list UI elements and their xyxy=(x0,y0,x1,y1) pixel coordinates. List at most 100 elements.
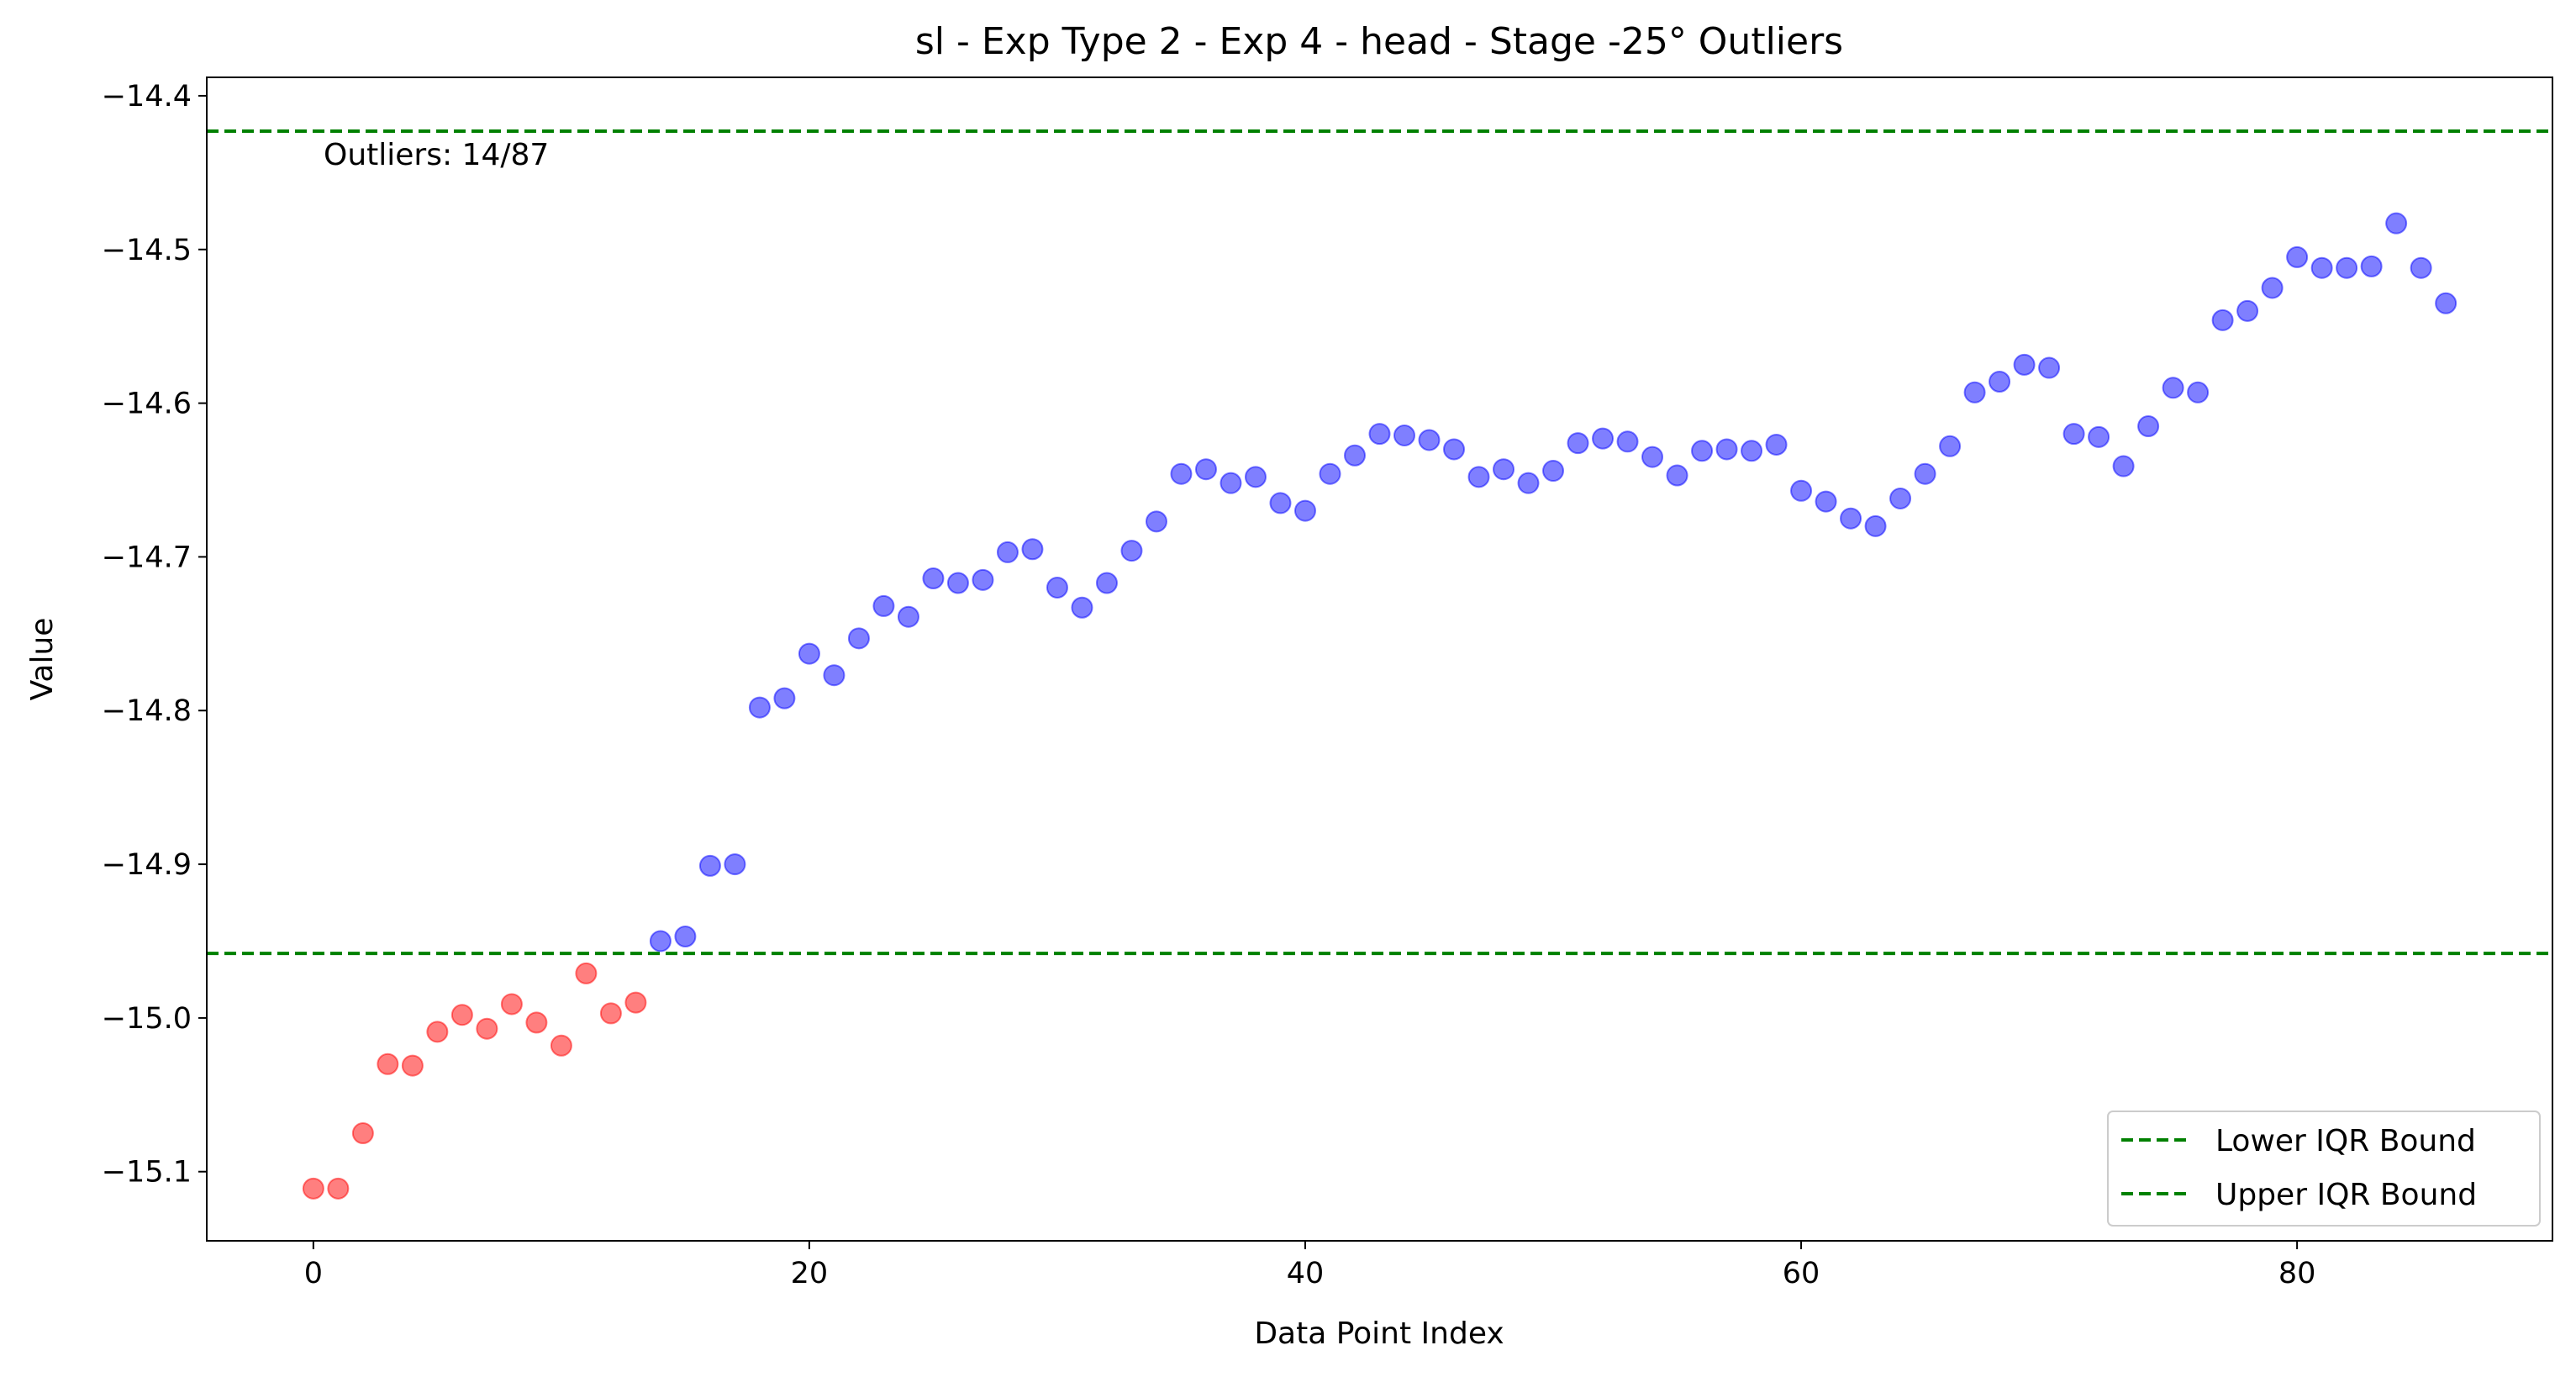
normal-data-point xyxy=(1691,440,1714,462)
normal-data-point xyxy=(1293,499,1316,522)
normal-data-point xyxy=(2013,353,2036,376)
normal-data-point xyxy=(724,853,746,876)
normal-data-point xyxy=(1269,492,1292,514)
normal-data-point xyxy=(996,541,1019,563)
normal-data-point xyxy=(1765,433,1788,456)
legend-frame xyxy=(2107,1111,2541,1227)
normal-data-point xyxy=(2360,255,2383,277)
normal-data-point xyxy=(823,664,845,687)
normal-data-point xyxy=(1393,424,1416,446)
normal-data-point xyxy=(1443,438,1466,461)
outlier-data-point xyxy=(450,1004,473,1026)
normal-data-point xyxy=(1939,435,1962,457)
outlier-count-annotation: Outliers: 14/87 xyxy=(324,138,549,172)
normal-data-point xyxy=(1418,429,1441,451)
y-tick-label: −14.5 xyxy=(102,234,192,267)
normal-data-point xyxy=(1914,462,1936,485)
normal-data-point xyxy=(1021,538,1044,561)
normal-data-point xyxy=(946,572,969,594)
legend-label-lower-bound: Lower IQR Bound xyxy=(2215,1124,2476,1158)
normal-data-point xyxy=(2187,381,2210,404)
normal-data-point xyxy=(1641,446,1664,468)
normal-data-point xyxy=(748,696,771,719)
plot-area-frame xyxy=(206,76,2553,1242)
normal-data-point xyxy=(1368,423,1391,446)
normal-data-point xyxy=(1517,472,1540,494)
normal-data-point xyxy=(2211,309,2234,331)
normal-data-point xyxy=(674,926,697,948)
normal-data-point xyxy=(1244,466,1267,488)
normal-data-point xyxy=(972,568,994,591)
normal-data-point xyxy=(1095,572,1118,594)
outlier-data-point xyxy=(500,993,523,1016)
normal-data-point xyxy=(1567,432,1589,455)
normal-data-point xyxy=(1467,466,1490,488)
legend: Lower IQR Bound Upper IQR Bound xyxy=(2107,1111,2541,1227)
normal-data-point xyxy=(1046,576,1068,599)
normal-data-point xyxy=(1319,462,1341,485)
outlier-data-point xyxy=(351,1122,374,1145)
normal-data-point xyxy=(1741,440,1763,462)
normal-data-point xyxy=(872,594,895,617)
normal-data-point xyxy=(1889,487,1912,509)
normal-data-point xyxy=(2062,423,2085,446)
chart-title: sl - Exp Type 2 - Exp 4 - head - Stage -… xyxy=(915,20,1843,63)
normal-data-point xyxy=(2385,212,2408,235)
normal-data-point xyxy=(2112,455,2135,477)
normal-data-point xyxy=(1790,479,1813,502)
outlier-data-point xyxy=(599,1002,622,1025)
y-tick-label: −14.7 xyxy=(102,541,192,574)
normal-data-point xyxy=(773,687,796,710)
legend-label-upper-bound: Upper IQR Bound xyxy=(2215,1178,2477,1212)
outlier-data-point xyxy=(377,1053,399,1075)
outlier-data-point xyxy=(525,1011,548,1034)
outlier-data-point xyxy=(327,1177,350,1200)
normal-data-point xyxy=(1493,458,1515,481)
normal-data-point xyxy=(1864,514,1887,537)
normal-data-point xyxy=(1963,381,1986,404)
normal-data-point xyxy=(2261,277,2284,299)
normal-data-point xyxy=(1220,472,1242,494)
x-tick-label: 20 xyxy=(791,1257,829,1290)
normal-data-point xyxy=(897,605,919,628)
y-axis-label: Value xyxy=(25,618,60,701)
y-tick-label: −14.9 xyxy=(102,848,192,882)
outlier-data-point xyxy=(550,1034,572,1057)
outlier-data-point xyxy=(302,1177,324,1200)
normal-data-point xyxy=(1145,510,1167,533)
normal-data-point xyxy=(1840,507,1862,530)
normal-data-point xyxy=(1120,540,1143,562)
y-tick-label: −14.4 xyxy=(102,80,192,113)
normal-data-point xyxy=(1542,460,1565,483)
normal-data-point xyxy=(847,627,870,650)
normal-data-point xyxy=(1989,370,2011,393)
normal-data-point xyxy=(1343,444,1366,467)
normal-data-point xyxy=(2336,256,2358,279)
normal-data-point xyxy=(2435,292,2457,314)
outlier-data-point xyxy=(426,1021,449,1043)
plot-marks xyxy=(207,129,2552,1200)
outlier-data-point xyxy=(624,991,647,1014)
normal-data-point xyxy=(922,567,945,590)
outlier-data-point xyxy=(476,1017,498,1040)
x-tick-label: 40 xyxy=(1287,1257,1325,1290)
normal-data-point xyxy=(2310,256,2333,279)
normal-data-point xyxy=(2038,356,2061,379)
axis-ticks: 0 20 40 60 80 −15.1 −15.0 −14.9 −14.8 −14.7 −14.6 −… xyxy=(102,80,2316,1290)
outlier-data-point xyxy=(575,962,598,984)
normal-data-point xyxy=(649,930,672,952)
normal-data-point xyxy=(1194,458,1217,481)
x-tick-label: 80 xyxy=(2278,1257,2316,1290)
normal-data-point xyxy=(2410,256,2432,279)
x-tick-label: 60 xyxy=(1783,1257,1820,1290)
normal-data-point xyxy=(1666,464,1688,487)
normal-data-point xyxy=(798,642,820,665)
normal-data-point xyxy=(1715,438,1738,461)
normal-data-point xyxy=(2162,377,2184,399)
x-axis-label: Data Point Index xyxy=(1254,1316,1504,1351)
outlier-data-point xyxy=(401,1054,424,1077)
x-tick-label: 0 xyxy=(304,1257,323,1290)
y-tick-label: −15.1 xyxy=(102,1156,192,1190)
normal-data-point xyxy=(698,854,721,877)
